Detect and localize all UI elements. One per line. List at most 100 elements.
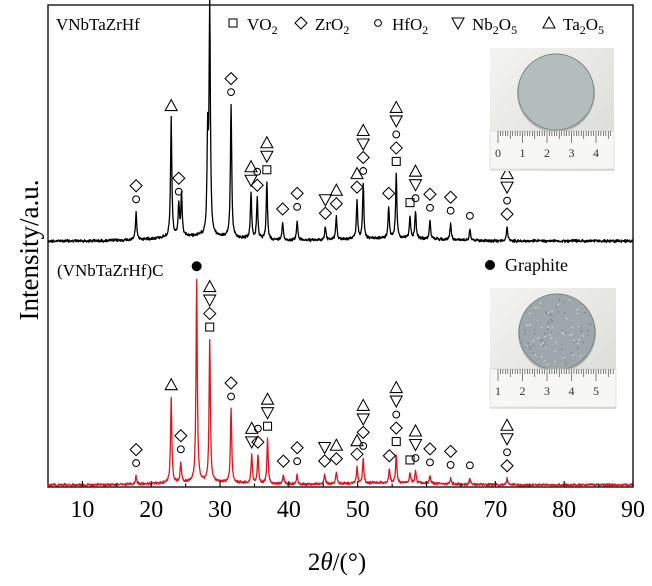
zro2-marker (356, 150, 370, 165)
vo2-marker (391, 156, 401, 166)
pellet-speckle (564, 359, 567, 361)
ruler-label: 1 (520, 146, 526, 160)
nb2o5-marker (389, 115, 404, 129)
ruler-label: 0 (495, 146, 501, 160)
ta2o5-marker (389, 380, 404, 394)
hfo2-marker (253, 167, 262, 176)
plot-frame (47, 4, 634, 488)
pellet-speckle (565, 317, 568, 320)
pellet-speckle (524, 329, 527, 332)
hfo2-marker (293, 202, 302, 211)
ta2o5-marker (408, 423, 423, 437)
legend-sub: 2 (422, 23, 428, 37)
pellet-speckle (578, 325, 580, 328)
ruler-label: 1 (495, 384, 501, 398)
zro2-marker (329, 451, 344, 466)
pellet-speckle (525, 344, 528, 347)
pellet-speckle (547, 326, 549, 328)
series-line-1 (47, 278, 634, 488)
pellet-speckle (572, 341, 575, 343)
ruler (489, 130, 615, 170)
phase-markers (129, 71, 514, 473)
series-label-bottom: (VNbTaZrHf)C (57, 261, 163, 280)
x-axis-label-theta: θ (320, 549, 332, 576)
zro2-marker (250, 178, 264, 192)
nb2o5-marker (356, 138, 371, 152)
pellet-speckle (523, 333, 526, 335)
zro2-marker (443, 190, 458, 204)
ruler (489, 368, 617, 408)
x-tick-label: 30 (208, 497, 232, 523)
hfo2-marker (426, 458, 434, 467)
pellet-speckle (562, 332, 565, 335)
zro2-marker (356, 425, 370, 440)
pellet-speckle (540, 326, 543, 329)
pellet-speckle (579, 355, 582, 358)
sample-photo-0: 0 1 2 3 4 (489, 48, 615, 171)
hfo2-marker (392, 410, 401, 419)
hfo2-marker (176, 445, 185, 454)
hfo2-marker (253, 424, 262, 433)
legend-text: HfO (392, 15, 422, 34)
ta2o5-marker (164, 377, 179, 391)
hfo2-marker (227, 88, 235, 97)
pellet-speckle (563, 311, 566, 314)
pellet-speckle (557, 311, 560, 313)
graphite-marker (191, 261, 202, 272)
zro2-marker (290, 440, 304, 455)
pellet-speckle (558, 299, 561, 301)
pellet-speckle (555, 305, 558, 308)
pellet-speckle (530, 348, 533, 350)
ruler-label: 4 (569, 384, 575, 398)
pellet-speckle (561, 331, 564, 334)
pellet-speckle (587, 329, 589, 332)
pellet-speckle (554, 350, 556, 353)
hfo2-marker (446, 206, 455, 215)
pellet (517, 53, 595, 131)
hfo2-marker (503, 448, 511, 457)
pellet-speckle (547, 311, 550, 314)
hfo2-marker (132, 195, 141, 204)
pellet-speckle (543, 360, 546, 362)
pellet-speckle (537, 337, 540, 339)
pellet-speckle (554, 361, 556, 363)
pellet-speckle (561, 328, 563, 331)
zro2-marker (202, 306, 217, 321)
x-tick-label: 70 (483, 497, 507, 523)
pellet-speckle (524, 345, 527, 348)
ta2o5-marker (500, 418, 514, 431)
zro2-marker (129, 442, 143, 457)
x-tick-label: 20 (139, 497, 163, 523)
legend-sub2: 5 (598, 23, 604, 37)
nb2o5-marker (244, 436, 259, 449)
zro2-marker (129, 179, 143, 193)
ruler-label: 5 (593, 384, 599, 398)
ruler-label: 3 (569, 146, 575, 160)
pellet-speckle (581, 334, 584, 337)
pellet-speckle (546, 363, 549, 365)
zro2-marker (276, 454, 291, 468)
vo2-marker (391, 437, 401, 447)
pellet-speckle (565, 331, 567, 334)
y-axis-label: Intensity/a.u. (14, 180, 44, 321)
hfo2-marker (426, 203, 434, 212)
pellet-speckle (579, 326, 582, 329)
vo2-marker (205, 322, 215, 332)
pellet-speckle (525, 324, 528, 327)
zro2-marker (251, 435, 265, 449)
legend-text: ZrO (315, 15, 343, 34)
zro2-marker (443, 444, 458, 459)
legend-graphite: Graphite (505, 255, 568, 275)
ta2o5-marker (329, 183, 344, 196)
series-label-top: VNbTaZrHf (56, 15, 140, 34)
legend-sub: 2 (493, 23, 499, 37)
legend-text2: O (586, 15, 598, 34)
hfo2-marker (374, 19, 382, 27)
x-tick-label: 60 (415, 497, 439, 523)
pellet-speckle (540, 339, 542, 342)
ruler-label: 3 (544, 384, 550, 398)
pellet-speckle (568, 298, 571, 301)
pellet-speckle (544, 341, 547, 344)
nb2o5-marker (202, 294, 217, 308)
